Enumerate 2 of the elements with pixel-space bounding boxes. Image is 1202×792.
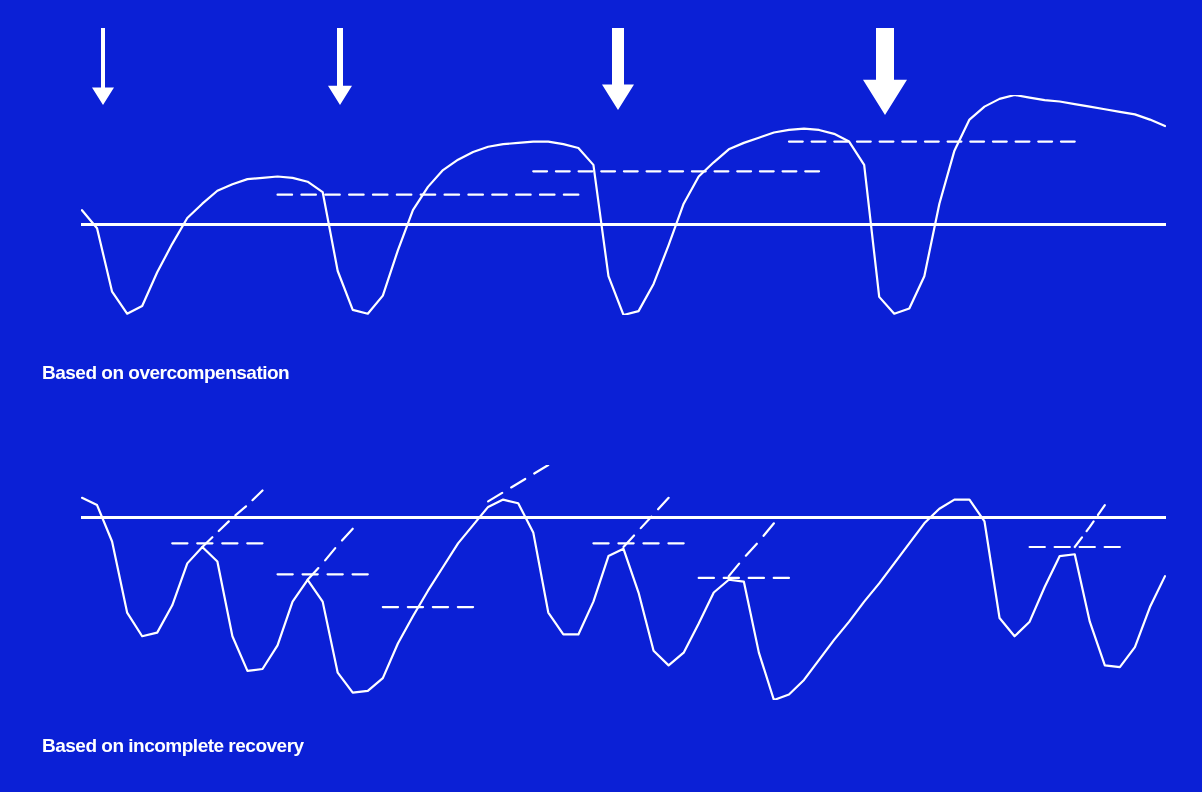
text: Based on overcompensation — [42, 362, 290, 384]
text: Based on incomplete recovery — [42, 735, 304, 757]
